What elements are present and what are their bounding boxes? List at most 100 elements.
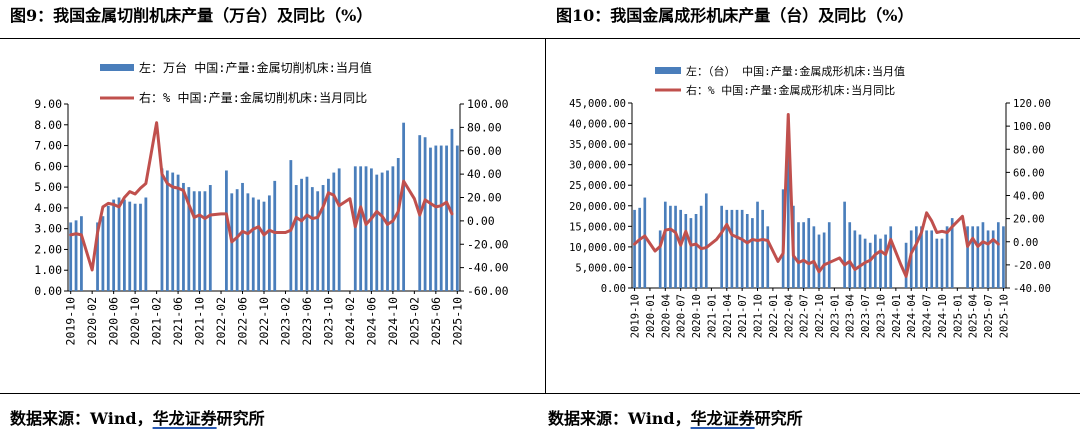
left-x-tick-label: 2022-06: [236, 297, 250, 346]
right-bar: [904, 242, 908, 288]
left-bar: [450, 128, 454, 291]
left-x-tick-label: 2020-10: [128, 297, 142, 346]
right-bar: [633, 209, 636, 288]
right-right-tick-label: 40.00: [1013, 191, 1045, 203]
right-bar: [786, 131, 790, 288]
left-bar: [74, 220, 78, 291]
right-x-tick-label: 2022-04: [783, 294, 795, 338]
right-left-tick-label: 40,000.00: [569, 119, 626, 131]
left-left-tick-label: 6.00: [34, 159, 62, 173]
left-legend-bar-swatch: [100, 64, 134, 71]
left-bar: [198, 191, 201, 291]
left-x-tick-label: 2025-06: [429, 297, 443, 346]
right-right-tick-label: 20.00: [1013, 214, 1045, 226]
left-x-tick-label: 2022-02: [214, 297, 228, 345]
right-x-tick-label: 2023-01: [829, 294, 841, 338]
right-bar: [674, 205, 677, 288]
left-right-tick-label: 20.00: [467, 191, 502, 205]
left-bar: [289, 160, 293, 291]
left-right-tick-label: -60.00: [467, 284, 509, 298]
right-right-tick-label: 120.00: [1013, 98, 1051, 110]
left-x-tick-label: 2019-10: [64, 297, 78, 346]
right-x-tick-label: 2020-04: [660, 294, 672, 338]
right-bar: [740, 209, 744, 288]
left-right-tick-label: -20.00: [467, 237, 509, 251]
right-x-tick-label: 2020-10: [691, 294, 703, 338]
left-bar: [225, 170, 228, 291]
left-bar: [203, 191, 207, 291]
right-bar: [689, 218, 693, 288]
left-left-tick-label: 2.00: [34, 242, 62, 256]
right-bar: [935, 238, 939, 288]
left-bar: [241, 182, 244, 291]
right-x-tick-label: 2021-07: [737, 294, 749, 338]
right-data-source: 数据来源：Wind，华龙证券研究所: [548, 405, 803, 429]
left-left-tick-label: 1.00: [34, 263, 62, 277]
right-left-tick-label: 15,000.00: [569, 221, 626, 233]
right-bar: [971, 226, 975, 288]
right-bar: [684, 214, 688, 288]
right-bar: [766, 226, 770, 288]
right-bar: [945, 226, 949, 288]
left-bar: [101, 216, 105, 291]
right-x-tick-label: 2019-10: [630, 294, 642, 338]
right-bar: [996, 222, 1000, 288]
left-bar: [359, 166, 363, 291]
right-bar: [853, 230, 857, 288]
left-x-tick-label: 2022-10: [257, 297, 271, 346]
left-x-tick-label: 2024-06: [364, 297, 378, 346]
right-left-tick-label: 0.00: [601, 283, 626, 295]
left-x-tick-label: 2024-02: [343, 297, 357, 345]
right-bar: [950, 218, 954, 288]
left-right-tick-label: 40.00: [467, 167, 502, 181]
right-bar: [679, 209, 682, 288]
right-left-tick-label: 35,000.00: [569, 139, 626, 151]
right-bar: [915, 226, 918, 288]
right-bar: [751, 218, 754, 288]
left-bar: [353, 166, 357, 291]
right-right-tick-label: 80.00: [1013, 144, 1045, 156]
right-x-tick-label: 2021-04: [722, 294, 734, 338]
left-bar: [139, 203, 142, 291]
left-right-tick-label: 0.00: [467, 214, 495, 228]
left-bar: [257, 199, 261, 291]
left-bar: [316, 191, 320, 291]
right-bar: [966, 226, 969, 288]
right-x-tick-label: 2024-07: [922, 294, 934, 338]
left-right-tick-label: -40.00: [467, 261, 509, 275]
left-left-tick-label: 8.00: [34, 118, 62, 132]
right-x-tick-label: 2025-10: [998, 294, 1010, 338]
left-bar: [402, 122, 406, 291]
right-legend-line-label: 右：% 中国:产量:金属成形机床:当月同比: [686, 83, 895, 97]
right-left-tick-label: 20,000.00: [569, 201, 626, 213]
right-x-tick-label: 2022-07: [799, 294, 811, 338]
right-chart: 45,000.00 40,000.00 35,000.00 30,000.00 25,0…: [569, 64, 1051, 338]
left-bar: [310, 187, 314, 291]
right-bar: [658, 230, 662, 288]
left-bar: [69, 222, 73, 291]
right-right-tick-label: -20.00: [1013, 260, 1051, 272]
right-bar: [725, 209, 729, 288]
left-bar: [251, 197, 255, 291]
right-bar: [925, 230, 928, 288]
right-yoy-line: [633, 113, 1000, 278]
left-bar: [445, 145, 448, 291]
right-bar: [812, 226, 816, 288]
right-left-tick-label: 25,000.00: [569, 180, 626, 192]
right-right-tick-label: 0.00: [1013, 237, 1038, 249]
left-left-tick-label: 5.00: [34, 180, 62, 194]
right-bar: [720, 205, 723, 288]
left-bar: [112, 199, 116, 291]
left-left-tick-label: 3.00: [34, 222, 62, 236]
left-x-tick-label: 2023-06: [300, 297, 314, 346]
right-bar: [756, 201, 759, 288]
right-bar: [848, 222, 852, 288]
left-left-tick-label: 4.00: [34, 201, 62, 215]
left-source-suffix: 研究所: [216, 409, 265, 428]
left-bar: [80, 216, 83, 291]
right-x-tick-label: 2023-04: [845, 294, 857, 338]
right-left-tick-label: 10,000.00: [569, 242, 626, 254]
right-bar: [643, 197, 647, 288]
left-bar: [305, 176, 309, 291]
right-x-tick-label: 2020-01: [645, 294, 657, 338]
